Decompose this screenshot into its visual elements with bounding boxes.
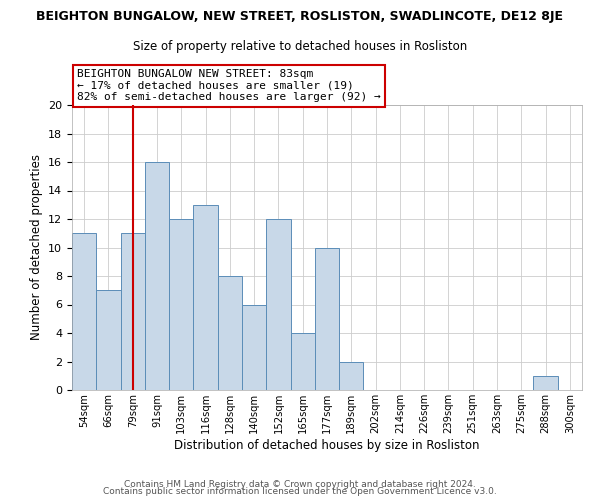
Bar [193, 205, 218, 390]
Bar [266, 219, 290, 390]
Text: Size of property relative to detached houses in Rosliston: Size of property relative to detached ho… [133, 40, 467, 53]
Text: Contains public sector information licensed under the Open Government Licence v3: Contains public sector information licen… [103, 487, 497, 496]
Bar [169, 219, 193, 390]
Y-axis label: Number of detached properties: Number of detached properties [29, 154, 43, 340]
Bar [121, 233, 145, 390]
Bar [96, 290, 121, 390]
Bar [533, 376, 558, 390]
Text: BEIGHTON BUNGALOW NEW STREET: 83sqm
← 17% of detached houses are smaller (19)
82: BEIGHTON BUNGALOW NEW STREET: 83sqm ← 17… [77, 69, 381, 102]
Bar [339, 362, 364, 390]
Bar [290, 333, 315, 390]
Bar [315, 248, 339, 390]
Text: Contains HM Land Registry data © Crown copyright and database right 2024.: Contains HM Land Registry data © Crown c… [124, 480, 476, 489]
Bar [72, 233, 96, 390]
Bar [145, 162, 169, 390]
Text: BEIGHTON BUNGALOW, NEW STREET, ROSLISTON, SWADLINCOTE, DE12 8JE: BEIGHTON BUNGALOW, NEW STREET, ROSLISTON… [37, 10, 563, 23]
X-axis label: Distribution of detached houses by size in Rosliston: Distribution of detached houses by size … [174, 438, 480, 452]
Bar [242, 304, 266, 390]
Bar [218, 276, 242, 390]
